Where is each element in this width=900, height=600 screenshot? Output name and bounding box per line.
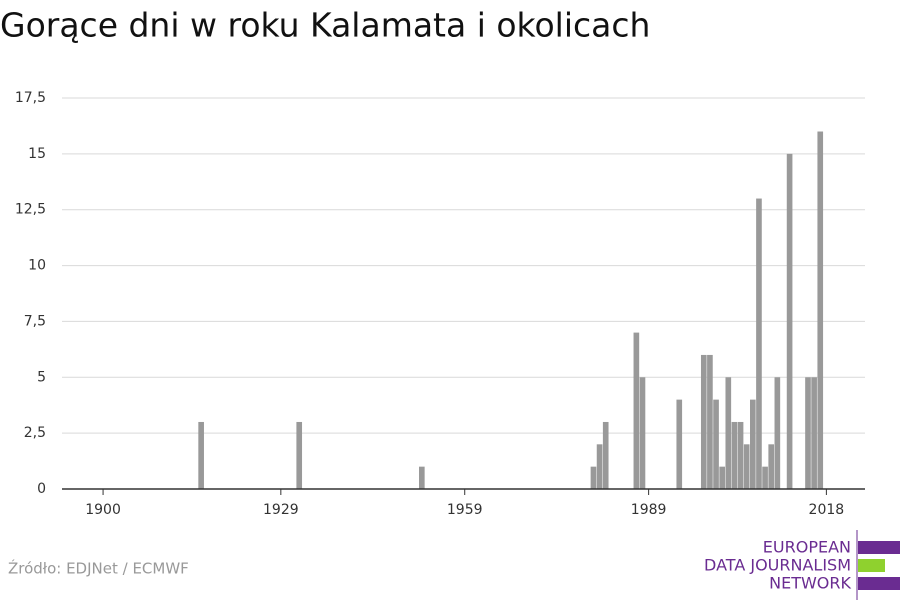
x-tick-label: 1929 (263, 502, 299, 518)
y-tick-label: 7,5 (24, 313, 46, 329)
bar (707, 354, 713, 489)
logo-bar (858, 559, 885, 572)
y-tick-label: 17,5 (15, 90, 46, 106)
y-tick-label: 5 (37, 369, 46, 385)
bar (700, 354, 707, 489)
x-tick-label: 1959 (447, 502, 483, 518)
x-tick-label: 2018 (809, 502, 845, 518)
bar (743, 444, 750, 489)
bar (811, 377, 817, 489)
y-tick-label: 12,5 (15, 202, 46, 218)
bar (817, 131, 824, 489)
bar (737, 421, 744, 489)
bar (762, 466, 768, 489)
bar (774, 377, 781, 489)
x-tick-label: 1989 (631, 502, 667, 518)
y-tick-label: 15 (28, 146, 46, 162)
bar (676, 399, 683, 489)
logo-text: EUROPEAN (763, 538, 851, 557)
chart-title: Gorące dni w roku Kalamata i okolicach (0, 6, 650, 45)
y-tick-label: 0 (37, 481, 46, 497)
bar (633, 332, 640, 489)
bar (596, 444, 603, 489)
bar (590, 466, 597, 489)
bar (198, 421, 204, 489)
bar (418, 466, 425, 489)
bar (639, 377, 646, 489)
bar (786, 153, 793, 489)
logo-bar (858, 541, 900, 554)
bar (725, 377, 732, 489)
logo-text: DATA JOURNALISM (704, 556, 851, 575)
bar (805, 377, 811, 489)
y-tick-label: 10 (28, 258, 46, 274)
bar (719, 466, 725, 489)
logo-text: NETWORK (769, 574, 851, 593)
bar (296, 421, 303, 489)
logo-bar (858, 577, 900, 590)
bar (750, 399, 756, 489)
x-tick-label: 1900 (85, 502, 121, 518)
bar (713, 399, 719, 489)
bar (602, 421, 609, 489)
source: Źródło: EDJNet / ECMWF (8, 559, 189, 578)
bar (756, 198, 762, 490)
y-tick-label: 2,5 (24, 425, 46, 441)
bar (731, 421, 738, 489)
bar (768, 444, 775, 489)
